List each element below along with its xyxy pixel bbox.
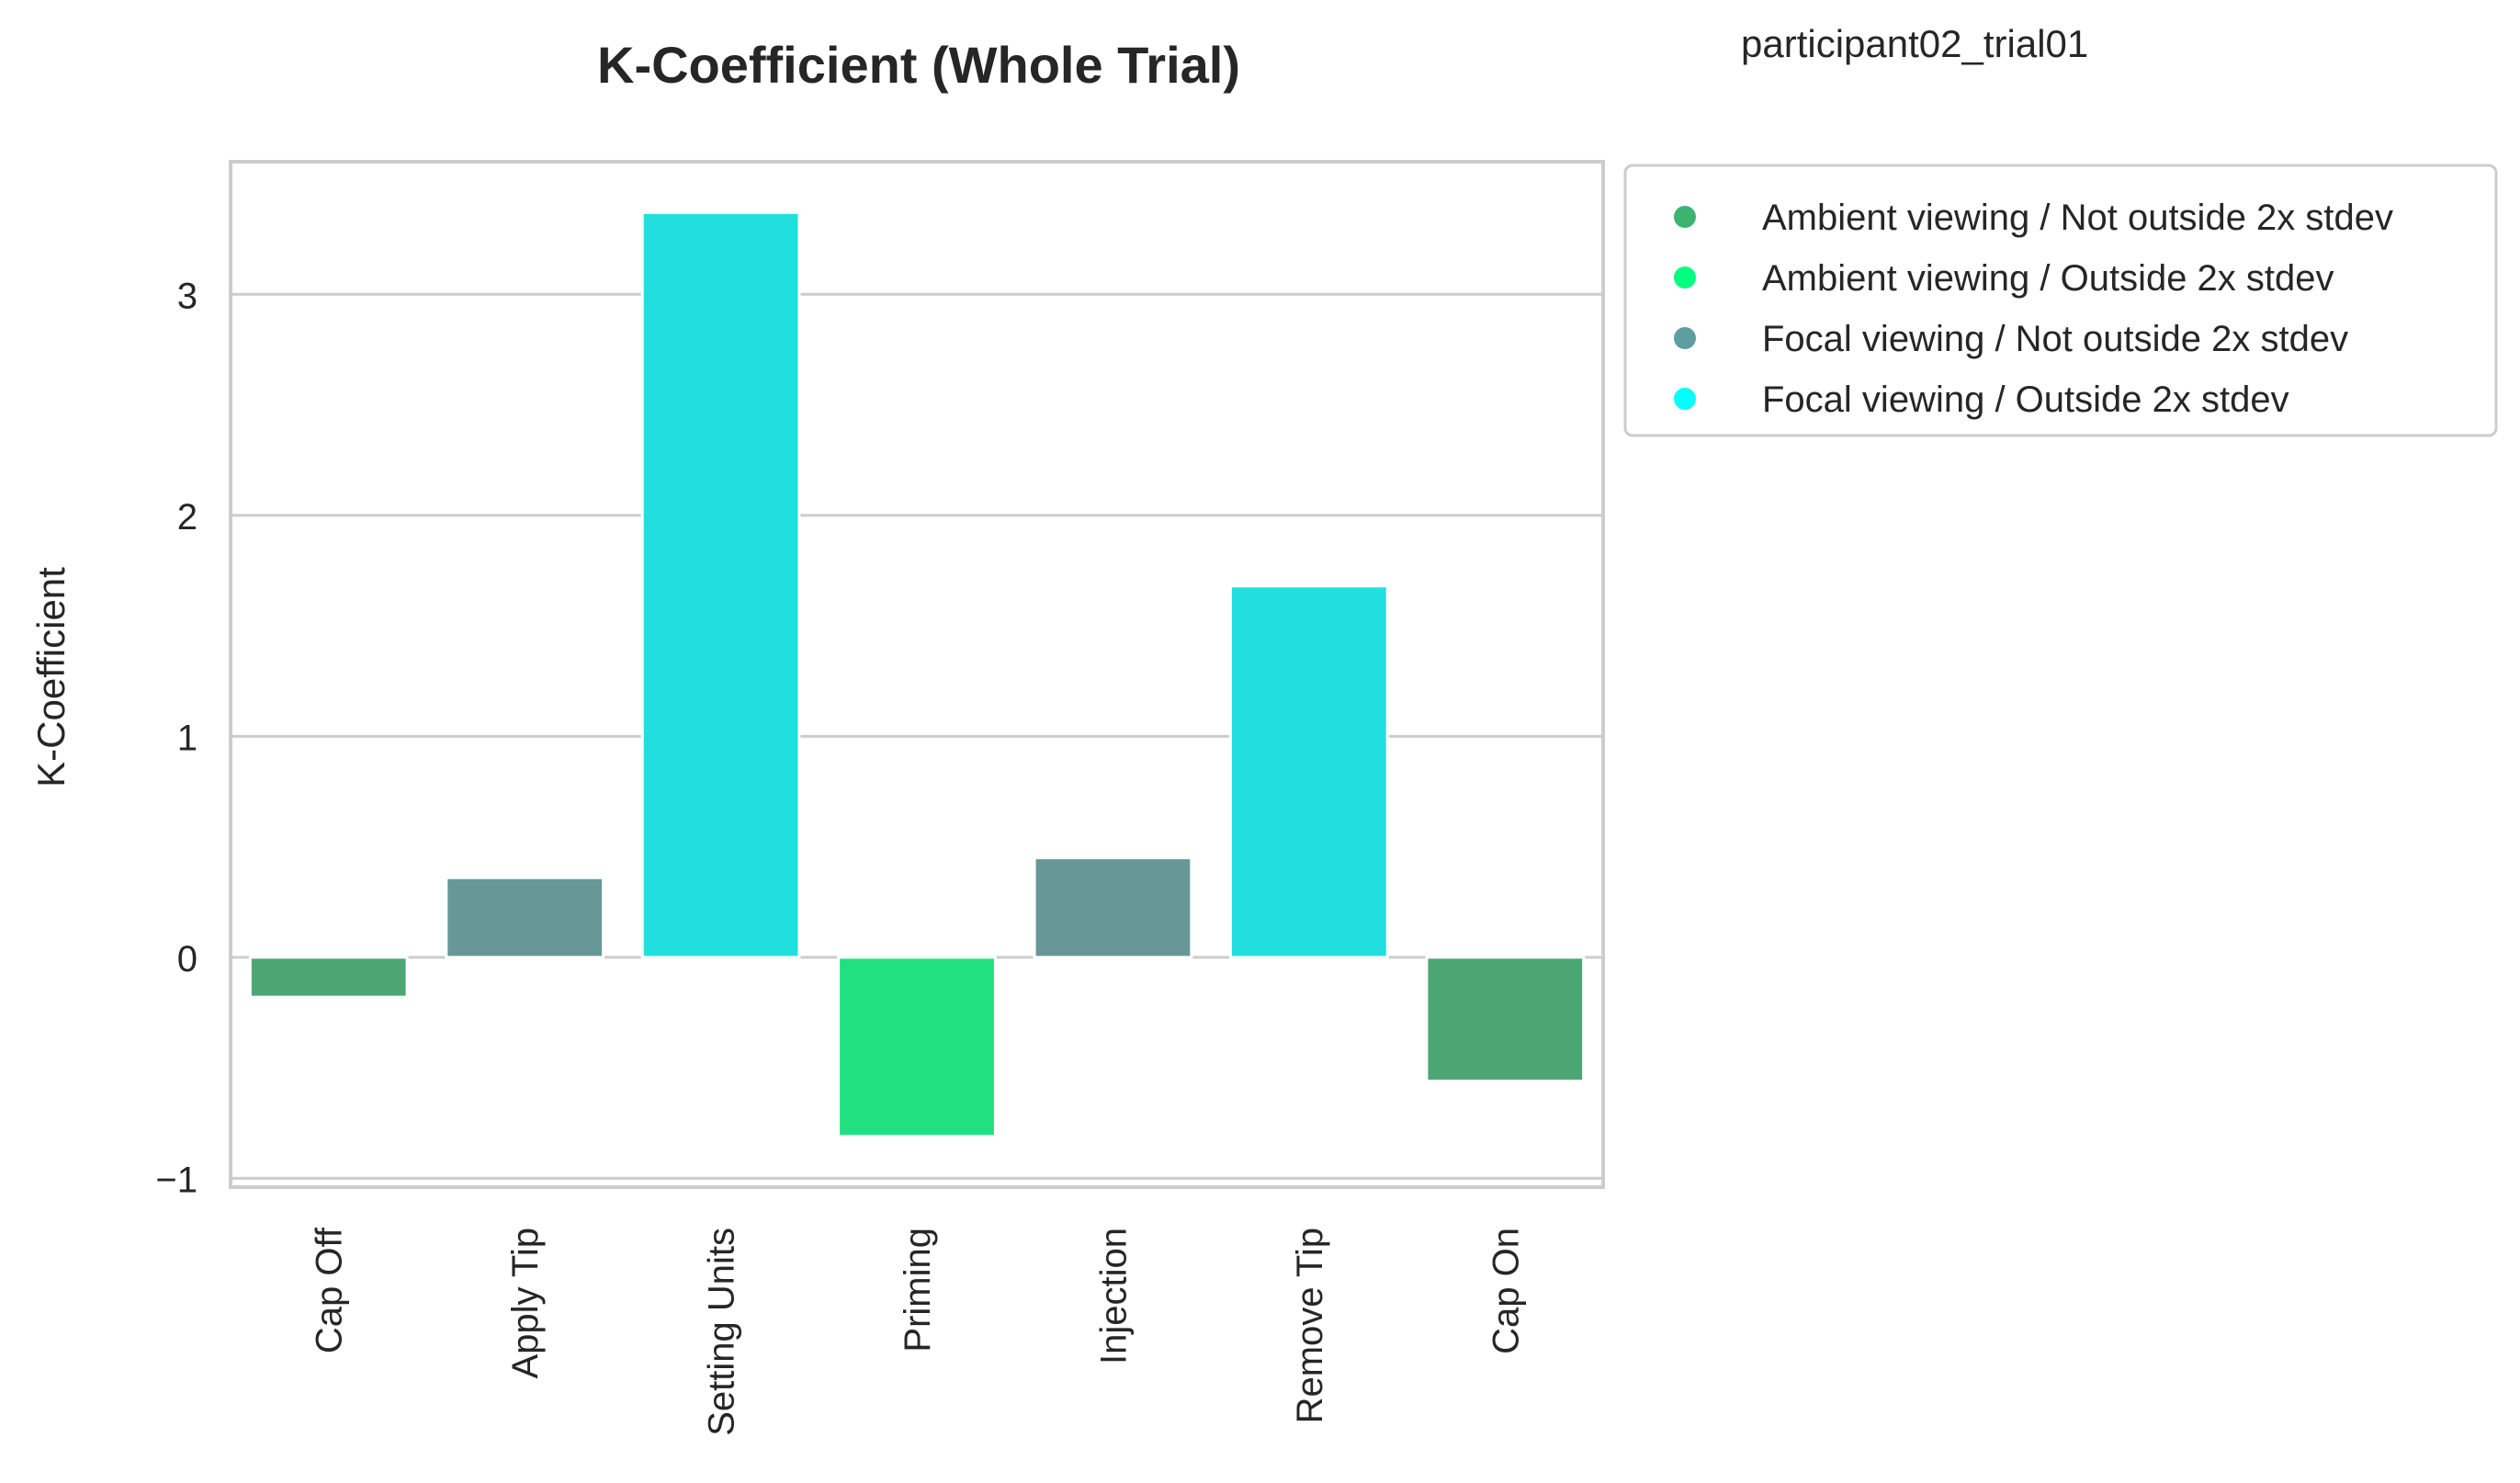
legend-marker (1674, 388, 1696, 410)
x-tick-label: Remove Tip (1290, 1228, 1330, 1423)
bar-priming (837, 956, 997, 1138)
chart-subtitle: participant02_trial01 (1741, 22, 2088, 65)
plot-frame (229, 160, 1605, 1189)
x-tick-label: Apply Tip (505, 1228, 546, 1379)
legend-label: Focal viewing / Outside 2x stdev (1762, 379, 2289, 420)
bar-injection (1033, 856, 1193, 959)
bar-cap-on (1425, 956, 1586, 1083)
legend-items: Ambient viewing / Not outside 2x stdev Am… (1674, 198, 2393, 420)
y-axis-label: K-Coefficient (29, 567, 73, 787)
x-tick-labels: Cap Off Apply Tip Setting Units Priming Inje… (310, 1227, 1527, 1436)
bar-cap-off (248, 956, 409, 999)
legend-marker (1674, 327, 1696, 349)
y-tick-label: −1 (155, 1160, 198, 1200)
legend-marker (1674, 206, 1696, 228)
y-tick-label: 3 (177, 276, 198, 316)
x-tick-label: Cap On (1486, 1228, 1526, 1354)
legend-marker (1674, 266, 1696, 289)
legend-label: Focal viewing / Not outside 2x stdev (1762, 319, 2348, 359)
legend-label: Ambient viewing / Not outside 2x stdev (1762, 198, 2393, 238)
bar-remove-tip (1228, 584, 1389, 959)
legend: Ambient viewing / Not outside 2x stdev Am… (1623, 164, 2498, 437)
chart-title: K-Coefficient (Whole Trial) (597, 36, 1240, 94)
x-tick-label: Cap Off (310, 1227, 350, 1353)
bar-apply-tip (445, 876, 605, 959)
legend-label: Ambient viewing / Outside 2x stdev (1762, 258, 2334, 299)
y-tick-label: 1 (177, 718, 198, 758)
x-tick-label: Priming (898, 1228, 938, 1353)
y-tick-label: 0 (177, 939, 198, 979)
y-tick-labels: −1 0 1 2 3 (155, 276, 198, 1200)
x-tick-label: Injection (1093, 1228, 1134, 1364)
y-tick-label: 2 (177, 497, 198, 538)
x-tick-label: Setting Units (702, 1228, 742, 1436)
legend-box (1623, 164, 2498, 437)
bars (248, 210, 1586, 1138)
bar-setting-units (640, 210, 801, 959)
